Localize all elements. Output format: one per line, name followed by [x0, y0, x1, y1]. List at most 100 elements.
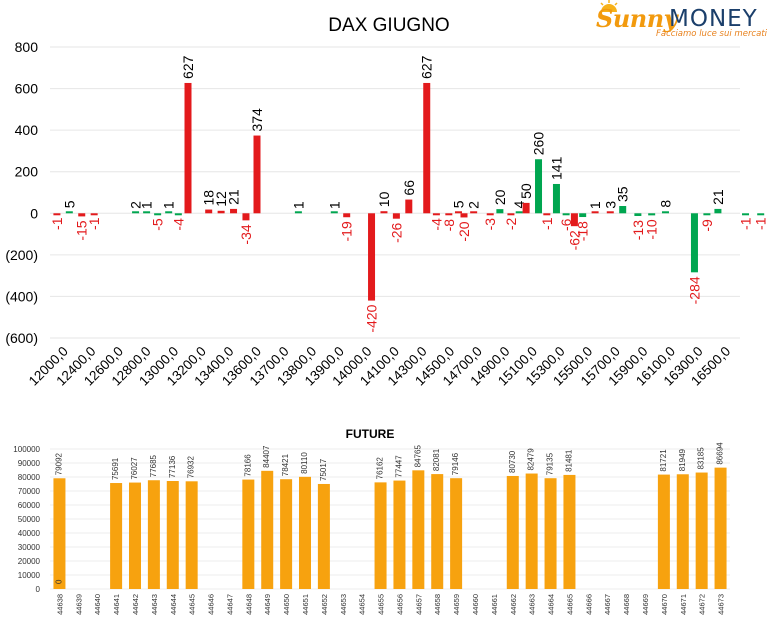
- bar: [634, 213, 642, 216]
- bar: [110, 483, 123, 589]
- data-label: 81721: [659, 449, 668, 472]
- x-tick-label: 44650: [282, 594, 291, 615]
- bar: [562, 213, 570, 216]
- bar: [412, 470, 425, 589]
- bar: [392, 213, 400, 219]
- bar: [78, 213, 86, 217]
- bar: [714, 208, 722, 214]
- data-label: -3: [482, 218, 498, 231]
- future-chart-title: FUTURE: [346, 427, 395, 441]
- x-tick-label: 44657: [414, 594, 423, 615]
- x-tick-label: 44673: [717, 594, 726, 615]
- bar: [507, 213, 515, 216]
- x-tick-label: 44647: [225, 594, 234, 615]
- y-tick-label: 0: [36, 585, 41, 594]
- bar: [450, 478, 463, 589]
- x-tick-label: 44669: [641, 594, 650, 615]
- data-label: 627: [180, 55, 196, 79]
- data-label: 374: [249, 108, 265, 132]
- bar: [757, 213, 765, 216]
- bar: [552, 183, 560, 214]
- x-tick-label: 44640: [93, 594, 102, 615]
- data-label: 82479: [527, 448, 536, 471]
- y-tick-label: 400: [15, 122, 39, 138]
- data-label: -1: [738, 217, 754, 230]
- y-tick-label: 60000: [18, 501, 41, 510]
- y-tick-label: 40000: [18, 529, 41, 538]
- bar: [648, 213, 656, 216]
- data-label: 50: [518, 183, 534, 199]
- bar: [714, 467, 727, 589]
- logo-tagline: Facciamo luce sui mercati: [656, 29, 768, 39]
- data-label: 84407: [262, 445, 271, 468]
- data-label: -1: [753, 217, 769, 230]
- bar: [147, 480, 160, 589]
- data-label: -284: [686, 276, 702, 304]
- data-label: 2: [466, 201, 482, 209]
- data-label: -10: [644, 219, 660, 239]
- bar: [174, 213, 182, 216]
- x-tick-label: 44653: [339, 594, 348, 615]
- data-label: 77685: [149, 454, 158, 477]
- bar: [606, 211, 614, 214]
- data-label: -4: [170, 218, 186, 231]
- bar: [165, 211, 173, 214]
- y-tick-label: 20000: [18, 557, 41, 566]
- bar: [563, 474, 576, 589]
- x-tick-label: 44663: [528, 594, 537, 615]
- bar: [570, 213, 578, 227]
- bar: [217, 210, 225, 214]
- bar: [242, 213, 250, 221]
- y-tick-label: 800: [15, 39, 39, 55]
- data-label: -6: [558, 218, 574, 231]
- x-tick-label: 44666: [584, 594, 593, 615]
- data-label: 79092: [54, 452, 63, 475]
- data-label: 35: [615, 186, 631, 202]
- data-label: 2: [128, 201, 144, 209]
- x-tick-label: 44643: [150, 594, 159, 615]
- bar: [535, 159, 543, 214]
- bar: [695, 472, 708, 589]
- bar: [506, 475, 519, 589]
- data-label: 3: [602, 201, 618, 209]
- bar: [393, 480, 406, 589]
- bar: [515, 211, 523, 214]
- bar: [619, 206, 627, 214]
- x-tick-label: 44668: [622, 594, 631, 615]
- y-tick-label: 200: [15, 164, 39, 180]
- x-tick-label: 44665: [565, 594, 574, 615]
- data-label: 141: [548, 156, 564, 180]
- data-label: -1: [49, 217, 65, 230]
- data-label: 18: [201, 190, 217, 206]
- bar: [657, 474, 670, 589]
- bar: [65, 211, 73, 214]
- data-label: 260: [531, 132, 547, 156]
- data-label: 20: [492, 189, 508, 205]
- x-tick-label: 44645: [188, 594, 197, 615]
- bar: [90, 213, 98, 216]
- x-tick-label: 44667: [603, 594, 612, 615]
- data-label: -15: [74, 220, 90, 240]
- data-label: 1: [326, 201, 342, 209]
- y-tick-label: 100000: [13, 445, 40, 454]
- chart-title: DAX GIUGNO: [328, 15, 449, 36]
- bar: [690, 213, 698, 273]
- x-tick-label: 44654: [358, 594, 367, 615]
- bar: [486, 213, 494, 216]
- x-tick-label: 44664: [547, 594, 556, 615]
- data-label: 4: [511, 200, 527, 208]
- bar: [460, 213, 468, 218]
- bar: [143, 211, 151, 214]
- data-label: 79135: [546, 452, 555, 475]
- x-tick-label: 44649: [263, 594, 272, 615]
- bar: [242, 479, 255, 589]
- bar: [431, 474, 444, 589]
- data-label: -62: [566, 230, 582, 250]
- bar: [280, 479, 293, 589]
- data-label: 76162: [376, 457, 385, 480]
- bar: [166, 481, 179, 589]
- data-label: 83185: [697, 447, 706, 470]
- data-label: -20: [456, 221, 472, 241]
- bar: [423, 82, 431, 214]
